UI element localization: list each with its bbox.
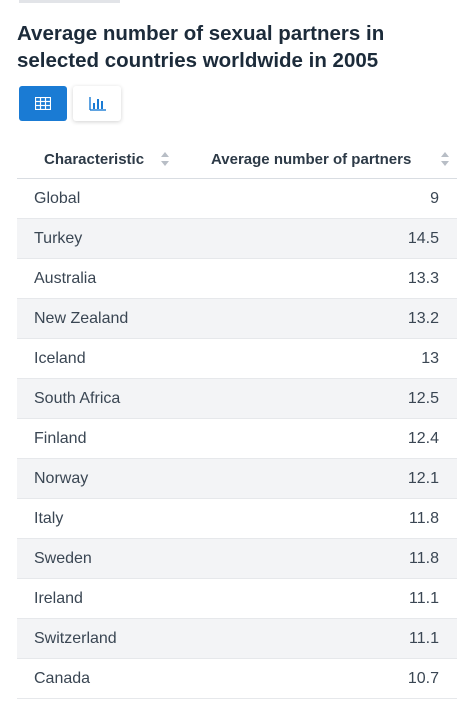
row-value: 11.1	[409, 630, 439, 647]
row-characteristic: Canada	[34, 670, 91, 687]
row-characteristic: New Zealand	[34, 310, 129, 327]
row-characteristic: South Africa	[34, 390, 121, 407]
table-row: Turkey 14.5	[17, 219, 457, 259]
table-row: Global 9	[17, 179, 457, 219]
row-value: 13	[421, 350, 439, 367]
column-header-characteristic[interactable]: Characteristic	[44, 151, 145, 168]
bar-chart-icon	[88, 96, 106, 111]
data-table: Characteristic Average number of partner…	[17, 140, 457, 699]
row-characteristic: Global	[34, 190, 81, 207]
row-value: 11.8	[409, 510, 439, 527]
row-characteristic: Finland	[34, 430, 87, 447]
row-value: 11.8	[409, 550, 439, 567]
row-characteristic: Turkey	[34, 230, 83, 247]
row-characteristic: Norway	[34, 470, 89, 487]
row-value: 12.1	[407, 470, 439, 487]
table-row: Sweden 11.8	[17, 539, 457, 579]
row-characteristic: Australia	[34, 270, 97, 287]
page-title: Average number of sexual partners in sel…	[17, 22, 385, 72]
row-value: 12.5	[407, 390, 439, 407]
row-value: 10.7	[407, 670, 439, 687]
table-row: Canada 10.7	[17, 659, 457, 699]
table-row: Australia 13.3	[17, 259, 457, 299]
table-row: New Zealand 13.2	[17, 299, 457, 339]
row-value: 9	[430, 190, 439, 207]
table-row: Norway 12.1	[17, 459, 457, 499]
table-view-button[interactable]	[19, 86, 67, 121]
row-value: 13.2	[407, 310, 439, 327]
row-characteristic: Sweden	[34, 550, 92, 567]
table-icon	[35, 97, 51, 110]
table-row: Italy 11.8	[17, 499, 457, 539]
table-row: Iceland 13	[17, 339, 457, 379]
row-value: 12.4	[407, 430, 439, 447]
table-body: Global 9 Turkey 14.5 Australia 13.3 New …	[17, 179, 457, 699]
row-characteristic: Switzerland	[34, 630, 117, 647]
column-header-value[interactable]: Average number of partners	[211, 151, 412, 168]
row-characteristic: Iceland	[34, 350, 86, 367]
view-toggle	[19, 86, 122, 121]
table-row: Switzerland 11.1	[17, 619, 457, 659]
chart-view-button[interactable]	[73, 86, 121, 121]
sort-icon[interactable]	[161, 152, 169, 166]
table-row: South Africa 12.5	[17, 379, 457, 419]
row-value: 11.1	[409, 590, 439, 607]
sort-icon[interactable]	[441, 152, 449, 166]
row-value: 13.3	[407, 270, 439, 287]
row-value: 14.5	[407, 230, 439, 247]
row-characteristic: Ireland	[34, 590, 83, 607]
table-header: Characteristic Average number of partner…	[17, 140, 457, 179]
row-characteristic: Italy	[34, 510, 64, 527]
top-divider	[19, 0, 120, 3]
table-row: Ireland 11.1	[17, 579, 457, 619]
table-row: Finland 12.4	[17, 419, 457, 459]
